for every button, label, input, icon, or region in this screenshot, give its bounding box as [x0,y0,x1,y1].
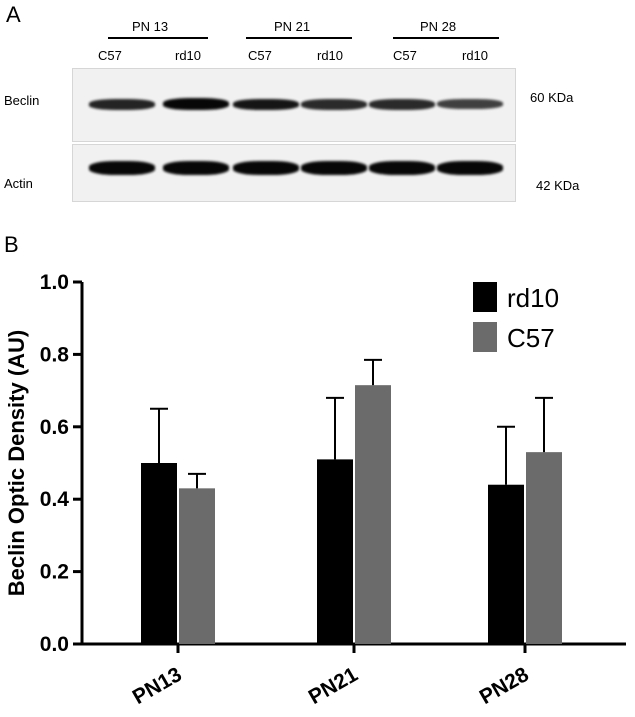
y-axis-label: Beclin Optic Density (AU) [4,330,29,596]
blot-band [369,99,435,110]
blot-band [437,99,503,109]
bar-rd10 [141,463,177,644]
bar-rd10 [317,459,353,644]
blot-band [163,98,229,110]
blot-band [301,161,367,175]
blot-band [233,161,299,175]
blot-strip-beclin [72,68,516,142]
group-underline-pn28 [393,37,499,39]
lane-label: C57 [393,48,417,63]
legend-swatch-rd10 [473,282,497,312]
bar-rd10 [488,484,524,644]
blot-band [301,99,367,110]
lane-label: rd10 [175,48,202,63]
lane-label: rd10 [462,48,489,63]
row-size-actin: 42 KDa [536,178,580,193]
y-tick-label: 0.6 [40,416,69,439]
row-label-actin: Actin [4,176,33,191]
bar-C57 [526,452,562,644]
x-tick-label: PN28 [476,663,533,709]
row-label-beclin: Beclin [4,93,40,108]
x-tick-label: PN13 [129,663,186,709]
group-label-pn21: PN 21 [274,19,311,34]
group-label-pn28: PN 28 [420,19,457,34]
bar-C57 [179,488,215,644]
blot-band [369,161,435,175]
panel-b-letter: B [4,232,19,257]
blot-band [89,161,155,175]
lane-label: rd10 [317,48,344,63]
y-tick-label: 1.0 [40,271,69,294]
group-underline-pn13 [108,37,208,39]
group-underline-pn21 [246,37,352,39]
blot-band [89,99,155,110]
y-tick-label: 0.0 [40,633,69,656]
y-tick-label: 0.2 [40,561,69,584]
panel-a-letter: A [6,2,21,27]
blot-strip-actin [72,144,516,202]
lane-label: C57 [248,48,272,63]
x-tick-label: PN21 [305,663,362,709]
legend-label-C57: C57 [507,323,555,353]
legend-label-rd10: rd10 [507,283,559,313]
legend-swatch-C57 [473,322,497,352]
blot-band [437,161,503,175]
bar-C57 [355,385,391,644]
y-tick-label: 0.4 [40,488,70,511]
row-size-beclin: 60 KDa [530,90,574,105]
y-tick-label: 0.8 [40,343,70,366]
blot-band [163,161,229,175]
blot-band [233,99,299,110]
group-label-pn13: PN 13 [132,19,169,34]
lane-label: C57 [98,48,122,63]
